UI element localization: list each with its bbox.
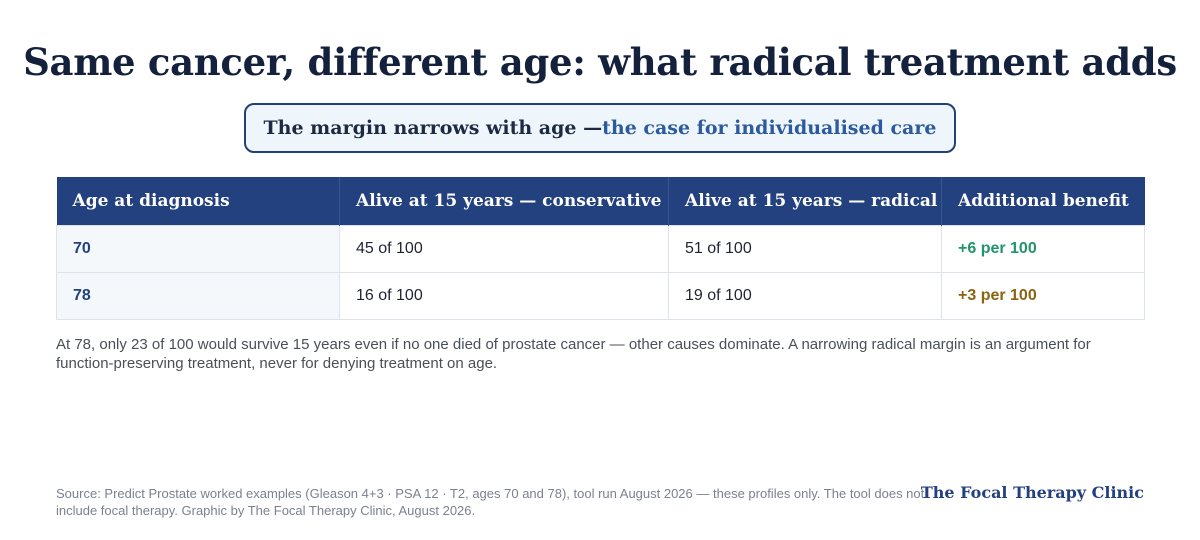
cell-radical: 51 of 100: [668, 224, 942, 273]
header-age: Age at diagnosis: [56, 177, 340, 225]
cell-age: 78: [56, 271, 340, 320]
cell-age: 70: [56, 224, 340, 273]
page-title: Same cancer, different age: what radical…: [23, 40, 1177, 84]
header-conservative: Alive at 15 years — conservative: [339, 177, 669, 225]
explanatory-note: At 78, only 23 of 100 would survive 15 y…: [56, 336, 1091, 372]
table-row: 70 45 of 100 51 of 100 +6 per 100: [56, 224, 1145, 273]
cell-benefit: +6 per 100: [941, 224, 1145, 273]
table-row: 78 16 of 100 19 of 100 +3 per 100: [56, 271, 1145, 320]
header-radical: Alive at 15 years — radical: [668, 177, 942, 225]
table-header-row: Age at diagnosis Alive at 15 years — con…: [56, 177, 1145, 225]
survival-comparison-table: Age at diagnosis Alive at 15 years — con…: [56, 177, 1145, 320]
key-message-callout: The margin narrows with age — the case f…: [244, 103, 956, 153]
callout-emphasis-text: the case for individualised care: [602, 117, 937, 139]
cell-benefit: +3 per 100: [941, 271, 1145, 320]
callout-lead-text: The margin narrows with age —: [263, 117, 603, 139]
cell-conservative: 45 of 100: [339, 224, 669, 273]
source-citation: Source: Predict Prostate worked examples…: [56, 486, 925, 518]
header-benefit: Additional benefit: [941, 177, 1145, 225]
cell-radical: 19 of 100: [668, 271, 942, 320]
cell-conservative: 16 of 100: [339, 271, 669, 320]
brand-logo-text: The Focal Therapy Clinic: [920, 483, 1144, 502]
